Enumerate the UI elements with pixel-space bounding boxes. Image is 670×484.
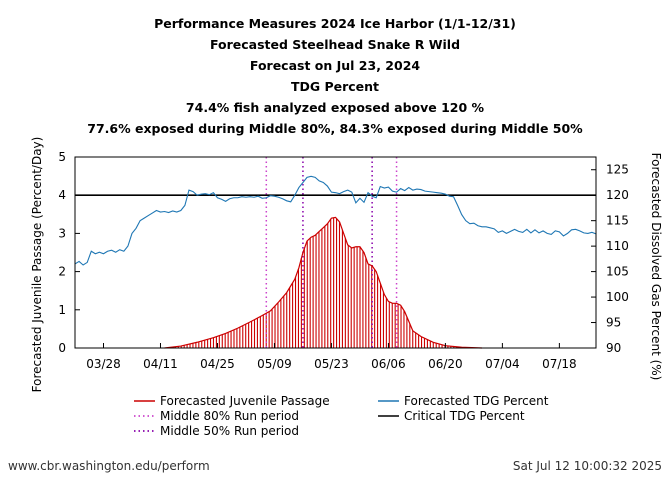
y-left-tick-label: 4 bbox=[58, 188, 66, 202]
title-line-4: TDG Percent bbox=[291, 79, 379, 94]
y-right-tick-label: 95 bbox=[606, 316, 621, 330]
run-period-lines bbox=[265, 157, 398, 348]
axes: 0 1 2 3 4 5 90 95 100 105 110 115 120 125 03/28 04/11 04… bbox=[30, 137, 663, 393]
plot-frame bbox=[74, 156, 597, 349]
y-right-tick-label: 115 bbox=[606, 214, 629, 228]
y-right-tick-label: 105 bbox=[606, 265, 629, 279]
title-line-1: Performance Measures 2024 Ice Harbor (1/… bbox=[154, 16, 516, 31]
legend: Forecasted Juvenile Passage Forecasted TD… bbox=[134, 394, 549, 438]
legend-label-critical: Critical TDG Percent bbox=[404, 409, 525, 423]
footer-url[interactable]: www.cbr.washington.edu/perform bbox=[8, 459, 210, 473]
y-right-tick-label: 120 bbox=[606, 188, 629, 202]
passage-series-line bbox=[164, 216, 483, 349]
x-tick-label: 04/11 bbox=[143, 357, 178, 371]
y-left-tick-label: 5 bbox=[58, 150, 66, 164]
y-right-tick-label: 110 bbox=[606, 239, 629, 253]
title-line-2: Forecasted Steelhead Snake R Wild bbox=[210, 37, 460, 52]
footer-timestamp: Sat Jul 12 10:00:32 2025 bbox=[513, 459, 662, 473]
chart-title: Performance Measures 2024 Ice Harbor (1/… bbox=[87, 16, 583, 136]
x-tick-label: 07/04 bbox=[485, 357, 520, 371]
y-right-tick-label: 100 bbox=[606, 290, 629, 304]
legend-label-mid80: Middle 80% Run period bbox=[160, 409, 299, 423]
x-tick-label: 06/06 bbox=[371, 357, 406, 371]
x-tick-label: 03/28 bbox=[86, 357, 121, 371]
title-line-5: 74.4% fish analyzed exposed above 120 % bbox=[186, 100, 485, 115]
y-left-axis-title: Forecasted Juvenile Passage (Percent/Day… bbox=[30, 137, 44, 393]
y-left-tick-label: 3 bbox=[58, 226, 66, 240]
x-tick-label: 05/23 bbox=[314, 357, 349, 371]
y-left-tick-label: 1 bbox=[58, 303, 66, 317]
legend-label-passage: Forecasted Juvenile Passage bbox=[160, 394, 330, 408]
y-right-axis-title: Forecasted Dissolved Gas Percent (%) bbox=[649, 153, 663, 381]
title-line-3: Forecast on Jul 23, 2024 bbox=[250, 58, 420, 73]
x-tick-label: 06/20 bbox=[428, 357, 463, 371]
series-lines bbox=[74, 175, 597, 349]
title-line-6: 77.6% exposed during Middle 80%, 84.3% e… bbox=[87, 121, 583, 136]
y-left-tick-label: 0 bbox=[58, 341, 66, 355]
legend-label-tdg: Forecasted TDG Percent bbox=[404, 394, 549, 408]
x-tick-label: 04/25 bbox=[200, 357, 235, 371]
passage-hatch-bars bbox=[168, 217, 467, 348]
tdg-series-line bbox=[74, 175, 597, 266]
y-left-tick-label: 2 bbox=[58, 265, 66, 279]
plot-border bbox=[74, 156, 597, 349]
x-tick-label: 05/09 bbox=[257, 357, 292, 371]
y-right-tick-label: 90 bbox=[606, 341, 621, 355]
y-right-tick-label: 125 bbox=[606, 163, 629, 177]
legend-label-mid50: Middle 50% Run period bbox=[160, 424, 299, 438]
x-tick-label: 07/18 bbox=[542, 357, 577, 371]
